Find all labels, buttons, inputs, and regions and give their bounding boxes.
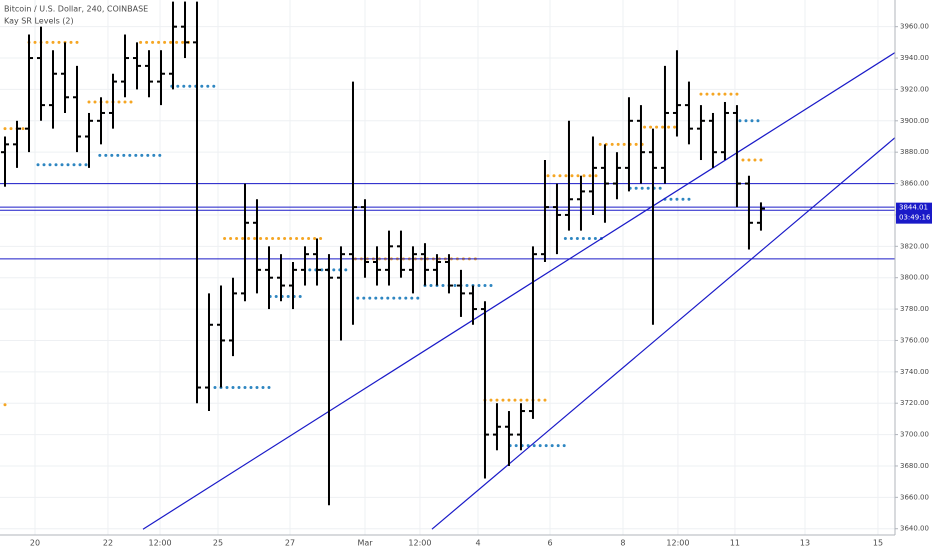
y-tick-label: 3880.00 (900, 148, 929, 156)
indicator-label: Kay SR Levels (2) (4, 17, 74, 26)
x-tick-label: 11 (730, 539, 740, 548)
x-tick-label: 22 (103, 539, 113, 548)
y-tick-label: 3800.00 (900, 274, 929, 282)
countdown-label: 03:49:16 (899, 214, 931, 222)
x-tick-label: 6 (547, 539, 552, 548)
y-tick-label: 3900.00 (900, 117, 929, 125)
x-tick-label: 12:00 (408, 539, 431, 548)
y-tick-label: 3960.00 (900, 23, 929, 31)
chart-title: Bitcoin / U.S. Dollar, 240, COINBASE (4, 5, 148, 14)
y-tick-label: 3660.00 (900, 493, 929, 501)
price-label-box (896, 202, 932, 224)
y-tick-label: 3820.00 (900, 242, 929, 250)
x-tick-label: 15 (873, 539, 883, 548)
x-tick-label: 4 (475, 539, 480, 548)
x-tick-label: 12:00 (666, 539, 689, 548)
x-tick-label: 27 (285, 539, 295, 548)
plot-area (0, 1, 895, 530)
trend-line (431, 136, 895, 530)
y-tick-label: 3780.00 (900, 305, 929, 313)
y-tick-label: 3720.00 (900, 399, 929, 407)
x-tick-label: 20 (30, 539, 40, 548)
y-tick-label: 3640.00 (900, 525, 929, 533)
y-tick-label: 3740.00 (900, 368, 929, 376)
y-tick-label: 3700.00 (900, 431, 929, 439)
y-tick-label: 3940.00 (900, 54, 929, 62)
x-tick-label: 25 (213, 539, 223, 548)
x-tick-label: Mar (357, 539, 373, 548)
y-tick-label: 3760.00 (900, 336, 929, 344)
trend-line (142, 51, 895, 530)
x-tick-label: 13 (800, 539, 810, 548)
y-tick-label: 3860.00 (900, 180, 929, 188)
price-label: 3844.01 (899, 204, 928, 212)
y-tick-label: 3920.00 (900, 85, 929, 93)
y-tick-label: 3680.00 (900, 462, 929, 470)
x-tick-label: 12:00 (149, 539, 172, 548)
x-tick-label: 8 (620, 539, 625, 548)
axes: 3640.00 3660.00 3680.00 3700.00 3720.00 3740.… (30, 23, 932, 548)
